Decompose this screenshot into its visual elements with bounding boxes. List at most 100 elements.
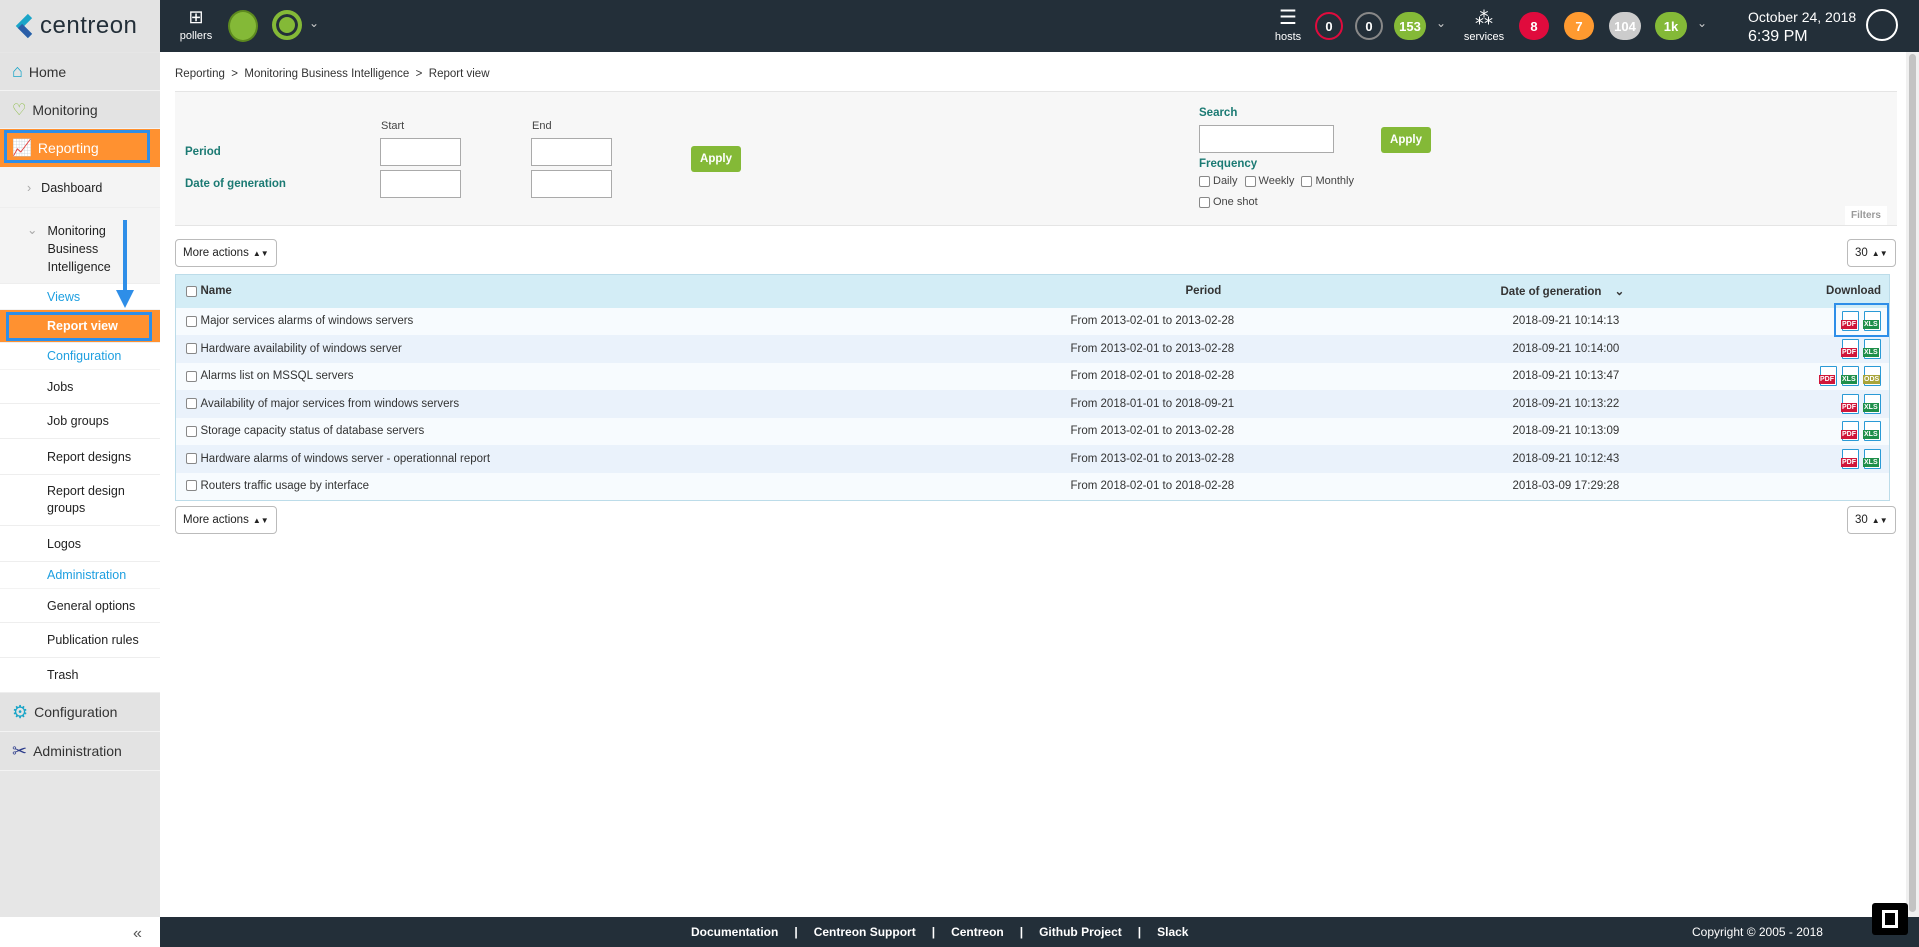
footer-link[interactable]: Github Project — [1039, 925, 1122, 939]
database-icon[interactable] — [228, 10, 258, 42]
sidebar-item-general-options[interactable]: General options — [0, 589, 160, 623]
sidebar-item-configuration[interactable]: ⚙ Configuration — [0, 693, 160, 732]
period-start-input[interactable] — [380, 138, 461, 166]
sidebar-item-trash[interactable]: Trash — [0, 658, 160, 693]
gauge-icon[interactable] — [272, 10, 302, 40]
table-row: Availability of major services from wind… — [175, 390, 1890, 418]
report-name[interactable]: Storage capacity status of database serv… — [200, 425, 425, 438]
gear-icon: ⚙ — [12, 701, 29, 722]
report-name[interactable]: Hardware alarms of windows server - oper… — [200, 452, 491, 465]
fullscreen-button[interactable] — [1872, 903, 1908, 935]
sidebar-item-monitoring[interactable]: ♡ Monitoring — [0, 91, 160, 129]
sidebar-item-home[interactable]: ⌂ Home — [0, 53, 160, 91]
row-checkbox[interactable] — [186, 425, 197, 437]
logo[interactable]: centreon — [0, 0, 160, 52]
hosts-button[interactable]: ☰ hosts — [1270, 5, 1306, 43]
scrollbar[interactable] — [1906, 52, 1919, 917]
chevron-down-icon[interactable]: ⌄ — [1436, 16, 1447, 30]
services-button[interactable]: ⁂ services — [1462, 5, 1506, 43]
pdf-file-icon[interactable]: PDF — [1841, 393, 1859, 414]
apply-search-button[interactable]: Apply — [1381, 127, 1431, 153]
sidebar-item-publication-rules[interactable]: Publication rules — [0, 623, 160, 658]
sidebar-item-report-designs[interactable]: Report designs — [0, 439, 160, 475]
xls-file-icon[interactable]: XLS — [1863, 338, 1881, 359]
report-name[interactable]: Alarms list on MSSQL servers — [200, 370, 354, 383]
report-name[interactable]: Routers traffic usage by interface — [200, 480, 370, 492]
sidebar-item-report-view[interactable]: Report view — [0, 310, 160, 343]
footer-link[interactable]: Centreon — [951, 925, 1004, 939]
footer-link[interactable]: Documentation — [691, 925, 779, 939]
row-checkbox[interactable] — [186, 398, 197, 410]
chevron-down-icon[interactable]: ⌄ — [309, 16, 320, 30]
filters-panel: Start End Period Date of generation Appl… — [175, 91, 1897, 226]
pdf-file-icon[interactable]: PDF — [1819, 366, 1837, 387]
home-icon: ⌂ — [12, 61, 23, 81]
ods-file-icon[interactable]: ODS — [1863, 366, 1881, 387]
chart-board-icon: 📈 — [12, 140, 32, 157]
xls-file-icon[interactable]: XLS — [1863, 448, 1881, 469]
apply-period-button[interactable]: Apply — [691, 146, 741, 172]
sidebar-item-report-design-groups[interactable]: Report design groups — [0, 475, 160, 526]
row-checkbox[interactable] — [186, 315, 197, 327]
footer-link[interactable]: Slack — [1157, 925, 1189, 939]
pdf-file-icon[interactable]: PDF — [1841, 448, 1859, 469]
report-name[interactable]: Availability of major services from wind… — [200, 397, 460, 410]
chevron-down-icon[interactable]: ⌄ — [1697, 16, 1708, 30]
services-unknown-count[interactable]: 104 — [1609, 12, 1641, 40]
more-actions-select-bottom[interactable]: More actions ▲▼ — [175, 506, 277, 534]
services-critical-count[interactable]: 8 — [1519, 12, 1549, 40]
row-checkbox[interactable] — [186, 480, 197, 492]
report-name[interactable]: Hardware availability of windows server — [200, 342, 402, 355]
name-column-header[interactable]: Name — [200, 274, 1071, 308]
sidebar-item-jobs[interactable]: Jobs — [0, 370, 160, 404]
user-avatar-icon[interactable] — [1866, 9, 1898, 41]
heartbeat-icon: ♡ — [12, 101, 27, 119]
row-checkbox[interactable] — [186, 370, 197, 382]
row-checkbox[interactable] — [186, 343, 197, 355]
xls-file-icon[interactable]: XLS — [1863, 311, 1881, 332]
pdf-file-icon[interactable]: PDF — [1841, 421, 1859, 442]
hosts-up-count[interactable]: 153 — [1394, 12, 1426, 40]
xls-file-icon[interactable]: XLS — [1841, 366, 1859, 387]
generation-start-input[interactable] — [380, 170, 461, 198]
monthly-checkbox[interactable]: Monthly — [1301, 175, 1354, 187]
period-end-input[interactable] — [531, 138, 612, 166]
collapse-sidebar-button[interactable]: « — [133, 925, 142, 942]
date-column-header[interactable]: Date of generation ⌄ — [1460, 274, 1721, 308]
per-page-select-bottom[interactable]: 30 ▲▼ — [1847, 506, 1896, 534]
one-shot-checkbox[interactable]: One shot — [1199, 196, 1258, 208]
generation-end-input[interactable] — [531, 170, 612, 198]
weekly-checkbox[interactable]: Weekly — [1244, 175, 1294, 187]
filters-tab[interactable]: Filters — [1844, 206, 1887, 225]
xls-file-icon[interactable]: XLS — [1863, 393, 1881, 414]
more-actions-select[interactable]: More actions ▲▼ — [175, 239, 277, 267]
sort-arrows-icon: ▲▼ — [252, 248, 269, 258]
hosts-down-count[interactable]: 0 — [1315, 12, 1343, 40]
xls-file-icon[interactable]: XLS — [1863, 421, 1881, 442]
report-name[interactable]: Major services alarms of windows servers — [200, 315, 414, 328]
sidebar-item-mbi[interactable]: ⌄ Monitoring Business Intelligence — [0, 208, 160, 284]
report-date: 2018-09-21 10:14:00 — [1512, 342, 1620, 355]
footer-link[interactable]: Centreon Support — [813, 925, 916, 939]
hosts-unreachable-count[interactable]: 0 — [1355, 12, 1383, 40]
per-page-select[interactable]: 30 ▲▼ — [1847, 239, 1896, 267]
sidebar-section-administration: Administration — [0, 562, 160, 589]
services-icon: ⁂ — [1475, 8, 1493, 28]
services-ok-count[interactable]: 1k — [1655, 12, 1687, 40]
daily-checkbox[interactable]: Daily — [1199, 175, 1237, 187]
sidebar-item-job-groups[interactable]: Job groups — [0, 404, 160, 439]
search-input[interactable] — [1199, 125, 1334, 153]
sidebar-item-logos[interactable]: Logos — [0, 526, 160, 562]
pollers-button[interactable]: ⊞ pollers — [178, 4, 214, 42]
pdf-file-icon[interactable]: PDF — [1841, 311, 1859, 332]
period-column-header[interactable]: Period — [1070, 274, 1461, 308]
sidebar-item-administration[interactable]: ✂ Administration — [0, 732, 160, 771]
server-icon: ☰ — [1279, 7, 1297, 29]
sidebar-item-dashboard[interactable]: › Dashboard — [0, 168, 160, 208]
report-period: From 2018-01-01 to 2018-09-21 — [1070, 397, 1235, 410]
row-checkbox[interactable] — [186, 453, 197, 465]
table-row: Hardware alarms of windows server - oper… — [175, 445, 1890, 473]
select-all-checkbox[interactable] — [186, 285, 197, 297]
pdf-file-icon[interactable]: PDF — [1841, 338, 1859, 359]
services-warning-count[interactable]: 7 — [1564, 12, 1594, 40]
